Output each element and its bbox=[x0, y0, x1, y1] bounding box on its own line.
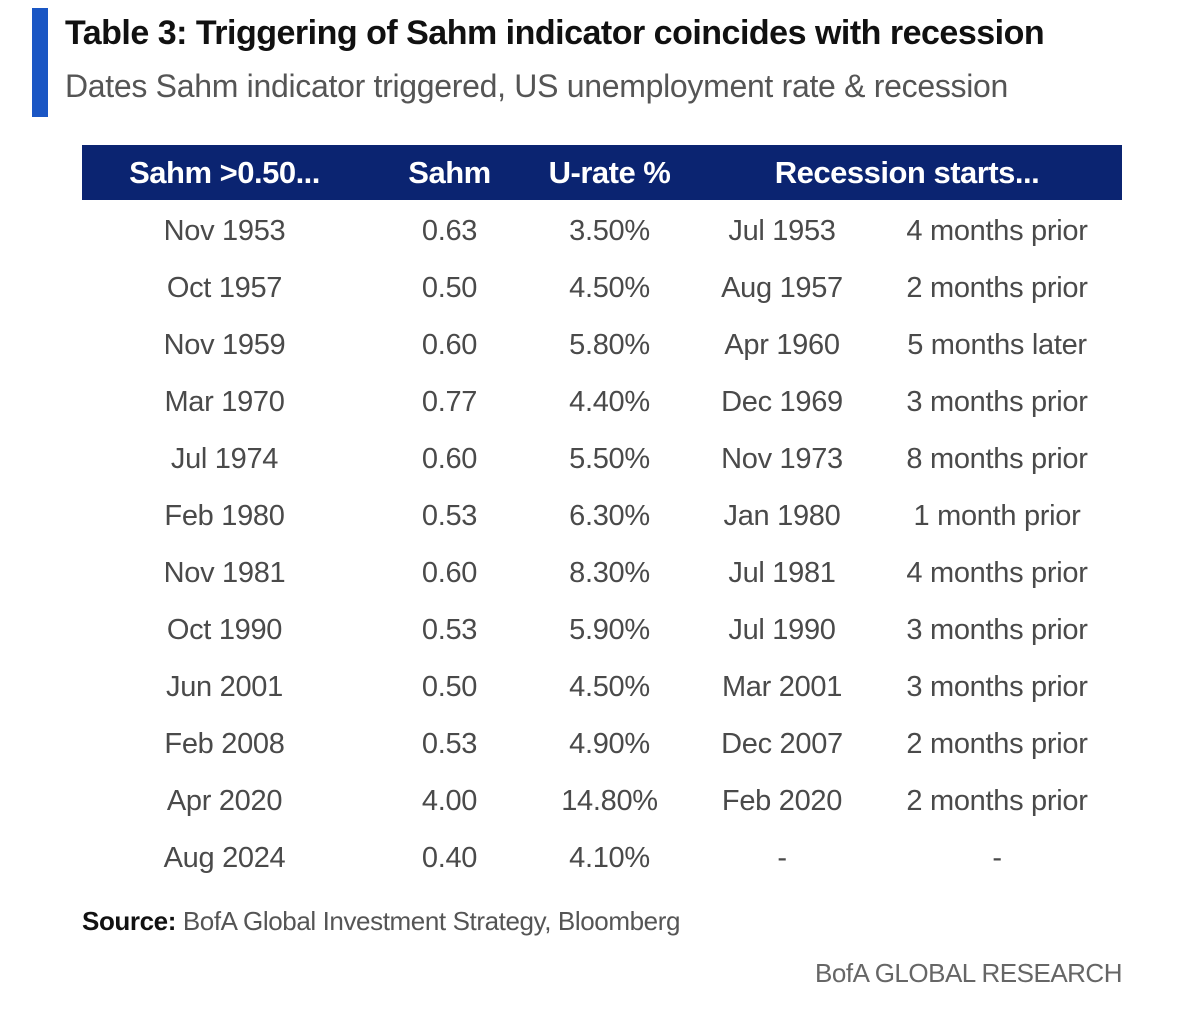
sahm-trigger-date-cell: Aug 2024 bbox=[163, 842, 286, 874]
recession-offset-cell: 8 months prior bbox=[906, 443, 1088, 475]
sahm-value-cell: 0.77 bbox=[421, 386, 478, 418]
u-rate-cell: 4.50% bbox=[569, 272, 650, 304]
recession-offset-cell: 3 months prior bbox=[906, 386, 1088, 418]
sahm-trigger-date-cell: Oct 1990 bbox=[166, 614, 283, 646]
table-row: Apr 2020 4.00 14.80% Feb 2020 2 months prior bbox=[82, 773, 1122, 830]
table-subtitle: Dates Sahm indicator triggered, US unemp… bbox=[65, 68, 1009, 104]
sahm-value-cell: 0.60 bbox=[421, 557, 478, 589]
sahm-value-cell: 0.53 bbox=[421, 614, 478, 646]
table-row: Nov 1981 0.60 8.30% Jul 1981 4 months prior bbox=[82, 545, 1122, 602]
sahm-trigger-date-cell: Apr 2020 bbox=[166, 785, 283, 817]
sahm-trigger-date-cell: Jun 2001 bbox=[166, 671, 283, 703]
recession-date-cell: Dec 1969 bbox=[721, 386, 843, 418]
recession-date-cell: Feb 2020 bbox=[721, 785, 843, 817]
table-row: Jun 2001 0.50 4.50% Mar 2001 3 months prior bbox=[82, 659, 1122, 716]
u-rate-cell: 4.40% bbox=[569, 386, 650, 418]
recession-date-cell: Mar 2001 bbox=[721, 671, 843, 703]
table-row: Mar 1970 0.77 4.40% Dec 1969 3 months prior bbox=[82, 374, 1122, 431]
brand-logo-text: BofA GLOBAL RESEARCH bbox=[815, 958, 1122, 988]
u-rate-cell: 6.30% bbox=[569, 500, 650, 532]
column-header-u-rate: U-rate % bbox=[548, 155, 671, 190]
recession-date-cell: Jan 1980 bbox=[723, 500, 841, 532]
sahm-trigger-date-cell: Feb 1980 bbox=[164, 500, 285, 532]
u-rate-cell: 4.10% bbox=[569, 842, 650, 874]
table-row: Nov 1959 0.60 5.80% Apr 1960 5 months later bbox=[82, 317, 1122, 374]
recession-date-cell: - bbox=[777, 842, 787, 874]
u-rate-cell: 4.50% bbox=[569, 671, 650, 703]
recession-date-cell: Dec 2007 bbox=[721, 728, 843, 760]
table-body: Nov 1953 0.63 3.50% Jul 1953 4 months prior O… bbox=[82, 203, 1122, 887]
sahm-value-cell: 0.40 bbox=[421, 842, 478, 874]
recession-date-cell: Jul 1981 bbox=[728, 557, 836, 589]
recession-offset-cell: 2 months prior bbox=[906, 272, 1088, 304]
recession-offset-cell: - bbox=[992, 842, 1002, 874]
recession-date-cell: Jul 1953 bbox=[728, 215, 836, 247]
sahm-trigger-date-cell: Nov 1953 bbox=[163, 215, 286, 247]
u-rate-cell: 5.80% bbox=[569, 329, 650, 361]
sahm-trigger-date-cell: Mar 1970 bbox=[164, 386, 285, 418]
sahm-value-cell: 0.53 bbox=[421, 728, 478, 760]
u-rate-cell: 8.30% bbox=[569, 557, 650, 589]
sahm-value-cell: 0.50 bbox=[421, 272, 478, 304]
sahm-value-cell: 0.60 bbox=[421, 329, 478, 361]
sahm-value-cell: 0.63 bbox=[421, 215, 478, 247]
sahm-value-cell: 0.53 bbox=[421, 500, 478, 532]
recession-offset-cell: 2 months prior bbox=[906, 728, 1088, 760]
u-rate-cell: 14.80% bbox=[561, 785, 658, 817]
u-rate-cell: 5.50% bbox=[569, 443, 650, 475]
source-label: Source: bbox=[82, 906, 177, 936]
source-text: BofA Global Investment Strategy, Bloombe… bbox=[176, 906, 681, 936]
table-row: Aug 2024 0.40 4.10% - - bbox=[82, 830, 1122, 887]
sahm-value-cell: 0.60 bbox=[421, 443, 478, 475]
recession-date-cell: Apr 1960 bbox=[724, 329, 840, 361]
u-rate-cell: 4.90% bbox=[569, 728, 650, 760]
table-row: Feb 2008 0.53 4.90% Dec 2007 2 months prior bbox=[82, 716, 1122, 773]
column-header-sahm: Sahm bbox=[408, 155, 491, 190]
table-title: Table 3: Triggering of Sahm indicator co… bbox=[65, 14, 1045, 52]
column-header-sahm-trigger-date: Sahm >0.50... bbox=[129, 155, 320, 190]
recession-offset-cell: 3 months prior bbox=[906, 614, 1088, 646]
sahm-trigger-date-cell: Feb 2008 bbox=[164, 728, 285, 760]
table-row: Oct 1957 0.50 4.50% Aug 1957 2 months prior bbox=[82, 260, 1122, 317]
sahm-trigger-date-cell: Nov 1959 bbox=[163, 329, 286, 361]
recession-date-cell: Jul 1990 bbox=[728, 614, 836, 646]
table-row: Oct 1990 0.53 5.90% Jul 1990 3 months prior bbox=[82, 602, 1122, 659]
sahm-trigger-date-cell: Oct 1957 bbox=[166, 272, 283, 304]
recession-offset-cell: 2 months prior bbox=[906, 785, 1088, 817]
table-header: Sahm >0.50... Sahm U-rate % Recession st… bbox=[82, 145, 1122, 200]
table-row: Jul 1974 0.60 5.50% Nov 1973 8 months prior bbox=[82, 431, 1122, 488]
sahm-value-cell: 4.00 bbox=[421, 785, 478, 817]
recession-offset-cell: 5 months later bbox=[907, 329, 1087, 361]
u-rate-cell: 5.90% bbox=[569, 614, 650, 646]
column-header-recession-starts: Recession starts... bbox=[774, 155, 1040, 190]
recession-date-cell: Aug 1957 bbox=[721, 272, 843, 304]
recession-date-cell: Nov 1973 bbox=[721, 443, 843, 475]
recession-offset-cell: 4 months prior bbox=[906, 215, 1088, 247]
title-accent-bar bbox=[32, 8, 48, 117]
sahm-value-cell: 0.50 bbox=[421, 671, 478, 703]
sahm-trigger-date-cell: Nov 1981 bbox=[163, 557, 286, 589]
recession-offset-cell: 1 month prior bbox=[913, 500, 1081, 532]
sahm-trigger-date-cell: Jul 1974 bbox=[170, 443, 279, 475]
table-row: Feb 1980 0.53 6.30% Jan 1980 1 month prior bbox=[82, 488, 1122, 545]
recession-offset-cell: 4 months prior bbox=[906, 557, 1088, 589]
source-note: Source: BofA Global Investment Strategy,… bbox=[82, 906, 680, 937]
u-rate-cell: 3.50% bbox=[569, 215, 650, 247]
table-row: Nov 1953 0.63 3.50% Jul 1953 4 months prior bbox=[82, 203, 1122, 260]
recession-offset-cell: 3 months prior bbox=[906, 671, 1088, 703]
